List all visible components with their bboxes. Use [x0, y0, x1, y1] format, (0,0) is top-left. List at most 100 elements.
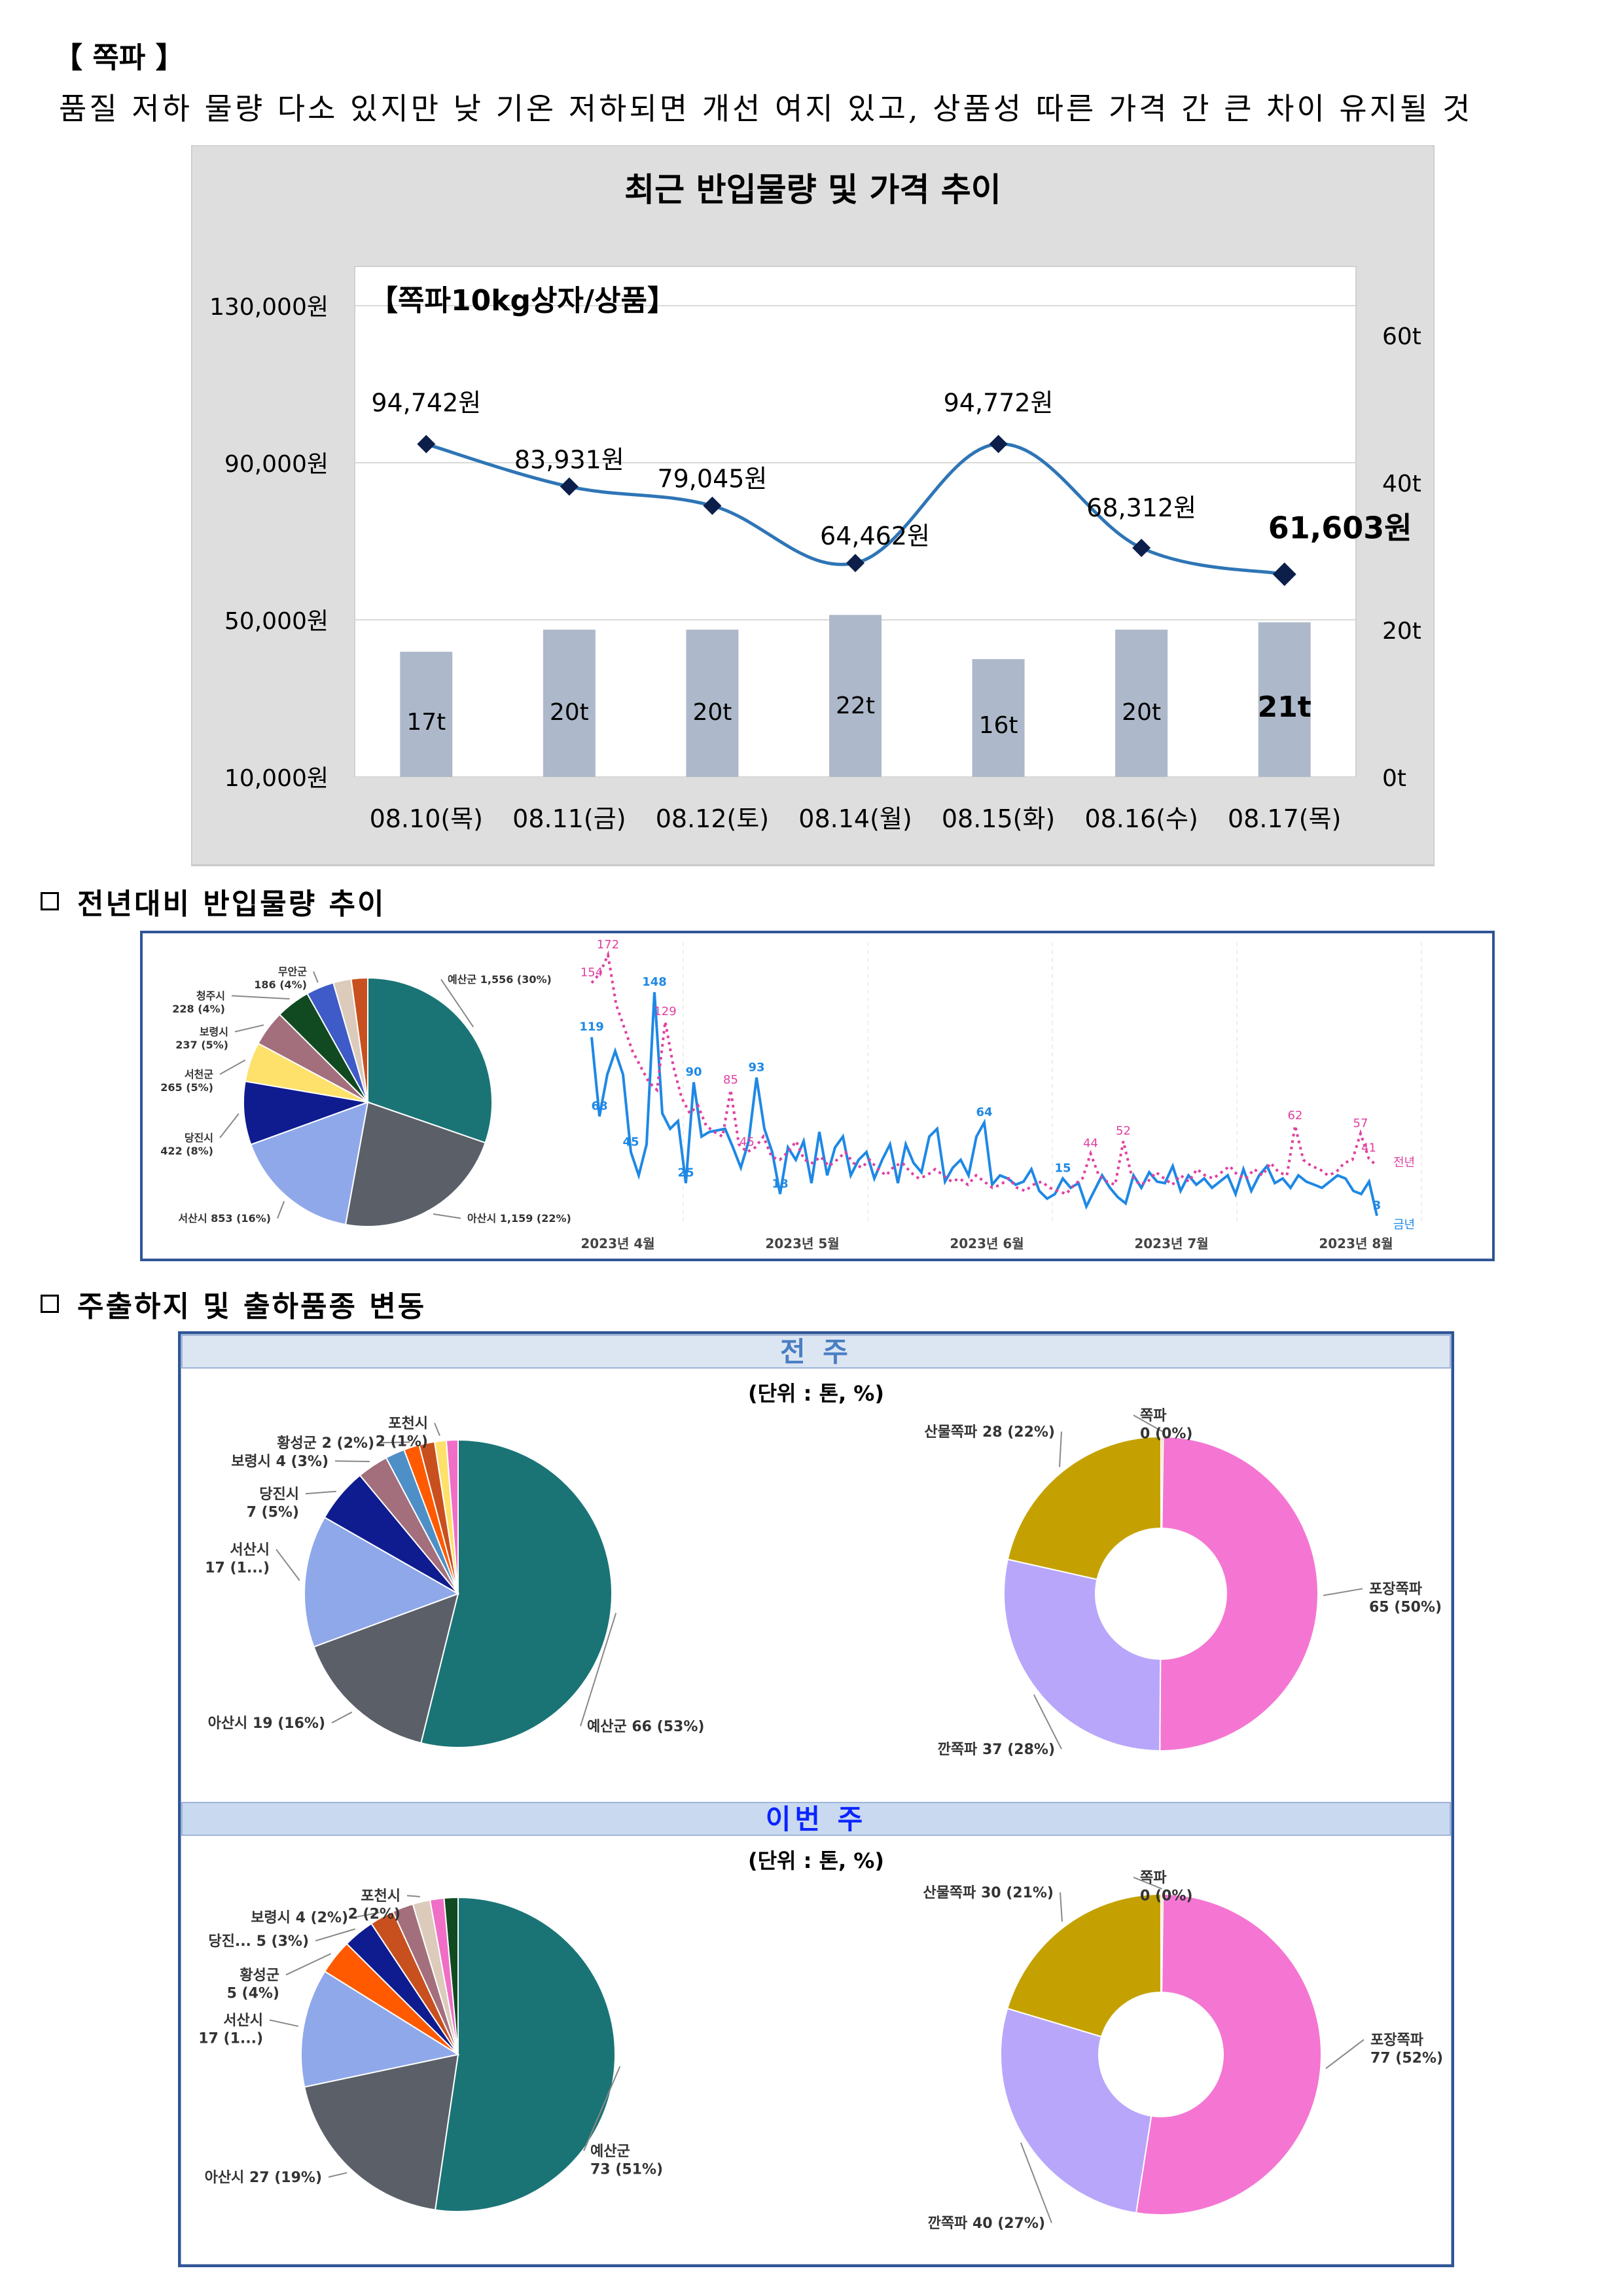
point-label: 52 [1116, 1124, 1131, 1138]
slice-label: 포장쪽파 [1369, 1581, 1423, 1598]
leader-line [1323, 1588, 1363, 1596]
slice-label: 65 (50%) [1369, 1600, 1442, 1616]
week-header-title: 이번 주 [766, 1803, 867, 1835]
pie-slice [443, 1896, 459, 2055]
bar [1115, 630, 1168, 777]
pie-slice [1007, 1435, 1162, 1581]
pie-slice [313, 1592, 459, 1744]
point-label: 90 [685, 1066, 702, 1079]
slice-label: 2 (2%) [348, 1907, 401, 1923]
bar-label: 20t [1122, 699, 1161, 726]
pie-slice [1007, 1893, 1162, 2037]
pie-slice [1135, 1893, 1322, 2215]
pie-slice [250, 1101, 369, 1226]
pie-slice [300, 1970, 460, 2088]
leader-line [276, 1549, 300, 1581]
unit-label: (단위 : 톤, %) [748, 1381, 884, 1406]
pie-slice [344, 1101, 486, 1227]
slice-label: 당진시 [185, 1132, 213, 1144]
leader-line [440, 978, 474, 1028]
leader-line [277, 1200, 285, 1219]
slice-label: 포천시 [388, 1416, 428, 1432]
slice-label: 77 (52%) [1370, 2051, 1443, 2067]
chart-subtitle: 【쪽파10kg상자/상품】 [369, 284, 676, 317]
slice-label: 깐쪽파 40 (27%) [928, 2215, 1045, 2232]
slice-label: 0 (0%) [1140, 1426, 1192, 1443]
summary-text: 품질 저하 물량 다소 있지만 낮 기온 저하되면 개선 여지 있고, 상품성 … [59, 91, 1473, 126]
slice-label: 7 (5%) [247, 1505, 299, 1521]
pie-slice [304, 1516, 460, 1648]
bar [543, 630, 596, 777]
x-tick: 2023년 7월 [1134, 1236, 1208, 1251]
leader-line [1133, 1876, 1162, 1890]
slice-label: 0 (0%) [1140, 1888, 1192, 1905]
point-label: 64 [976, 1105, 992, 1119]
point-label: 85 [723, 1073, 738, 1086]
point-label: 119 [579, 1020, 604, 1034]
slice-label: 서천군 [185, 1068, 213, 1081]
series-name: 전년 [1393, 1156, 1415, 1170]
slice-label: 서산시 [223, 2013, 263, 2029]
slice-label: 청주시 [196, 990, 225, 1002]
section-marker-icon [41, 1295, 59, 1313]
slice-label: 산물쪽파 28 (22%) [924, 1424, 1055, 1441]
leader-line [219, 1113, 240, 1139]
bar-label: 17t [406, 709, 446, 736]
chart-title: 최근 반입물량 및 가격 추이 [624, 171, 1001, 209]
leader-line [1133, 1414, 1163, 1432]
bar-label: 22t [836, 692, 875, 719]
page-title: 【 쪽파 】 [54, 41, 185, 75]
slice-label: 73 (51%) [590, 2162, 663, 2178]
bar [972, 659, 1025, 777]
x-tick: 08.12(토) [656, 804, 769, 833]
bar [829, 615, 882, 777]
slice-label: 서산시 [230, 1542, 270, 1558]
leader-line [1325, 2039, 1364, 2070]
price-label: 83,931원 [514, 445, 624, 474]
y-right-tick: 60t [1382, 323, 1421, 350]
price-volume-chart: 최근 반입물량 및 가격 추이 10,000원 50,000원 90,000원 130,… [191, 145, 1435, 867]
x-tick: 2023년 8월 [1319, 1236, 1393, 1251]
point-label: 25 [677, 1166, 694, 1180]
slice-label: 보령시 4 (3%) [231, 1454, 329, 1470]
bar [686, 630, 739, 777]
slice-label: 당진시 [259, 1486, 299, 1503]
x-tick: 08.15(화) [942, 804, 1055, 833]
bar-label: 21t [1258, 691, 1311, 724]
slice-label: 황성군 2 (2%) [277, 1435, 374, 1452]
slice-label: 5 (4%) [227, 1986, 279, 2002]
point-label: 68 [591, 1100, 607, 1113]
point-label: 45 [622, 1135, 639, 1149]
price-point [703, 496, 722, 515]
pie-slice [304, 2053, 459, 2211]
leader-line [334, 1460, 370, 1463]
leader-line [231, 995, 290, 1000]
slice-label: 깐쪽파 37 (28%) [938, 1742, 1055, 1758]
point-label: 129 [654, 1005, 676, 1018]
price-label: 68,312원 [1086, 493, 1196, 522]
slice-label: 아산시 1,159 (22%) [467, 1212, 571, 1225]
slice-label: 쪽파 [1140, 1870, 1167, 1886]
slice-label: 보령시 [200, 1026, 228, 1038]
point-label: 3 [1373, 1199, 1382, 1213]
bar-label: 20t [692, 699, 732, 726]
y-left-tick: 130,000원 [209, 294, 329, 321]
leader-line [433, 1213, 461, 1219]
pie-slice [1000, 2007, 1152, 2214]
x-tick: 08.17(목) [1228, 804, 1341, 833]
yoy-volume-panel: 예산군 1,556 (30%) 아산시 1,159 (22%) 서산시 853 (1… [140, 931, 1495, 1261]
leader-line [234, 1024, 264, 1033]
week-header-band [181, 1335, 1451, 1369]
point-label: 45 [740, 1135, 755, 1149]
point-label: 18 [772, 1177, 788, 1191]
price-label: 61,603원 [1268, 510, 1412, 545]
leader-line [1060, 1892, 1063, 1922]
leader-line [1033, 1694, 1062, 1749]
point-label: 148 [642, 975, 667, 989]
point-label: 15 [1054, 1162, 1071, 1175]
slice-label: 422 (8%) [160, 1145, 213, 1157]
price-point [989, 435, 1008, 454]
leader-line [315, 1928, 356, 1942]
y-right-tick: 20t [1382, 618, 1421, 645]
leader-line [331, 1712, 353, 1724]
